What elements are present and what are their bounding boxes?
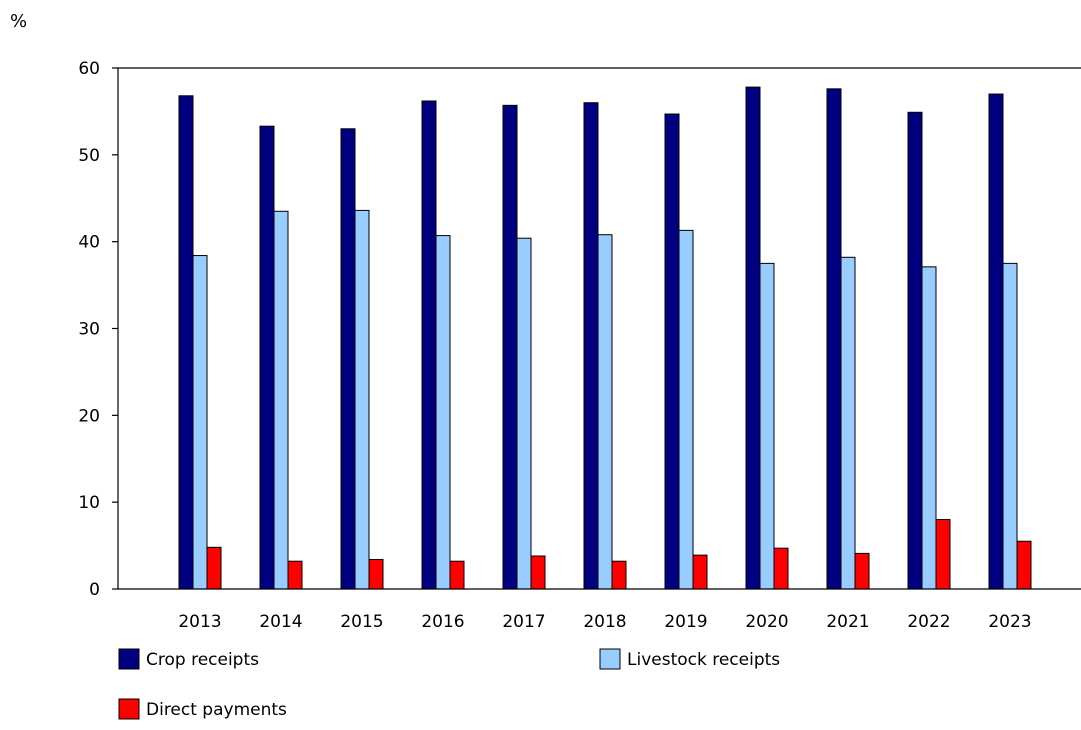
bar bbox=[435, 235, 451, 590]
legend: Crop receipts Livestock receipts Direct pa… bbox=[118, 648, 780, 720]
bar bbox=[907, 111, 923, 590]
bar bbox=[259, 125, 275, 590]
bar bbox=[597, 234, 613, 590]
bar bbox=[178, 95, 194, 590]
x-tick-label: 2019 bbox=[664, 612, 707, 632]
bar bbox=[449, 560, 465, 590]
legend-swatch bbox=[118, 648, 140, 670]
bar bbox=[421, 100, 437, 590]
y-tick-label: 30 bbox=[78, 320, 100, 340]
y-tick-label: 60 bbox=[78, 59, 100, 79]
legend-label: Crop receipts bbox=[146, 650, 259, 670]
bar bbox=[921, 266, 937, 590]
x-tick-label: 2015 bbox=[340, 612, 383, 632]
bar bbox=[583, 102, 599, 590]
bar bbox=[692, 554, 708, 590]
y-tick-label: 20 bbox=[78, 406, 100, 426]
bar bbox=[502, 104, 518, 590]
bar bbox=[988, 93, 1004, 590]
bar bbox=[759, 262, 775, 590]
bar bbox=[773, 547, 789, 590]
bar bbox=[840, 256, 856, 590]
bar bbox=[530, 555, 546, 590]
bar bbox=[611, 560, 627, 590]
legend-swatch bbox=[599, 648, 621, 670]
y-axis-unit: % bbox=[10, 11, 27, 32]
legend-label: Livestock receipts bbox=[627, 650, 780, 670]
bar bbox=[826, 88, 842, 590]
y-tick-label: 0 bbox=[89, 580, 100, 600]
y-tick-label: 50 bbox=[78, 146, 100, 166]
x-tick-label: 2022 bbox=[907, 612, 950, 632]
bar bbox=[354, 209, 370, 590]
bar bbox=[192, 255, 208, 590]
bar bbox=[516, 237, 532, 590]
x-tick-label: 2017 bbox=[502, 612, 545, 632]
bar bbox=[854, 552, 870, 590]
x-tick-label: 2020 bbox=[745, 612, 788, 632]
legend-label: Direct payments bbox=[146, 700, 287, 720]
bar bbox=[368, 558, 384, 590]
bar bbox=[273, 210, 289, 590]
y-tick-label: 10 bbox=[78, 493, 100, 513]
bar bbox=[1016, 540, 1032, 590]
x-tick-label: 2014 bbox=[259, 612, 302, 632]
bar bbox=[935, 519, 951, 590]
plot-area: 0 10 20 30 40 50 60 2013 2014 2015 2016 2017 2018 201… bbox=[78, 59, 1081, 632]
x-tick-label: 2016 bbox=[421, 612, 464, 632]
bar bbox=[1002, 262, 1018, 590]
bar bbox=[287, 560, 303, 590]
y-tick-label: 40 bbox=[78, 233, 100, 253]
bar bbox=[678, 229, 694, 590]
x-tick-label: 2013 bbox=[178, 612, 221, 632]
x-tick-label: 2023 bbox=[988, 612, 1031, 632]
bar bbox=[745, 86, 761, 590]
bar bbox=[664, 113, 680, 590]
bar bbox=[206, 546, 222, 590]
legend-swatch bbox=[118, 698, 140, 720]
x-tick-label: 2018 bbox=[583, 612, 626, 632]
bar bbox=[340, 128, 356, 590]
x-tick-label: 2021 bbox=[826, 612, 869, 632]
